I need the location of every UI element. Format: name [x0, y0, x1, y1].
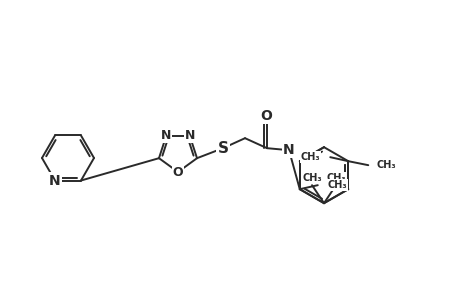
Text: CH₃: CH₃	[325, 173, 345, 183]
Text: N: N	[283, 143, 294, 157]
Text: N: N	[49, 173, 61, 188]
Text: CH₃: CH₃	[302, 173, 321, 183]
Text: S: S	[217, 141, 228, 156]
Text: CH₃: CH₃	[375, 160, 395, 170]
Text: O: O	[172, 166, 183, 178]
Text: CH₃: CH₃	[300, 152, 319, 162]
Text: N: N	[161, 129, 171, 142]
Text: N: N	[184, 129, 195, 142]
Text: CH₃: CH₃	[327, 180, 347, 190]
Text: O: O	[259, 109, 271, 123]
